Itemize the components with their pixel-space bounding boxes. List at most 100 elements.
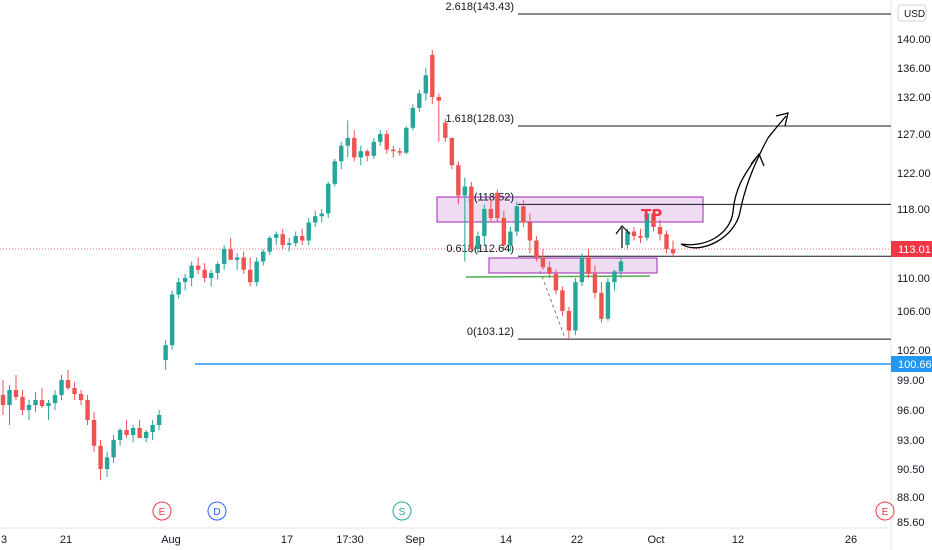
candle-body (143, 432, 149, 438)
fib-level-label: 0.618(112.64) (446, 243, 514, 255)
event-marker-label: E (882, 507, 889, 518)
fibonacci-extension[interactable]: 2.618(143.43) 1.618(128.03) 1(118.52) 0.618… (446, 1, 892, 340)
candles (0, 49, 676, 481)
price-tick-label: 106.00 (897, 306, 931, 318)
price-tick-label: 90.50 (897, 464, 925, 476)
candle-body (150, 425, 155, 432)
price-axis[interactable] (891, 0, 932, 550)
small-up-arrow (615, 225, 631, 248)
tp-label: TP (641, 206, 662, 224)
candle-body (358, 151, 363, 158)
candle-body (345, 137, 350, 146)
candle-body (247, 269, 253, 283)
candle-body (20, 397, 25, 410)
candle-body (670, 249, 676, 254)
candle-body (72, 388, 77, 394)
candle-body (182, 278, 188, 283)
fib-level-label: 1.618(128.03) (446, 113, 515, 125)
candle-body (0, 395, 6, 405)
candle-body (59, 380, 64, 395)
price-tick-label: 118.00 (897, 204, 930, 216)
candle-body (85, 400, 90, 420)
candle-body (560, 290, 565, 311)
candle-body (39, 400, 45, 406)
candle-body (52, 395, 58, 403)
candle-body (456, 165, 461, 196)
resistance-zone[interactable] (436, 196, 704, 223)
price-tick-label: 85.60 (897, 517, 925, 529)
time-tick-label: Oct (647, 534, 664, 546)
candle-body (618, 261, 624, 272)
candle-body (176, 282, 181, 295)
event-marker[interactable] (392, 501, 412, 521)
candle-body (241, 257, 246, 270)
currency-label: USD (904, 9, 925, 20)
event-marker[interactable] (207, 501, 227, 521)
candle-body (443, 122, 448, 138)
time-tick-label: Sep (405, 534, 425, 546)
level-price-text: 100.66 (898, 359, 932, 371)
projection-arrow[interactable] (680, 115, 787, 249)
candle-body (462, 186, 468, 196)
candle-body (664, 234, 669, 250)
candle-body (169, 294, 175, 346)
candle-body (397, 151, 402, 153)
candle-body (495, 192, 500, 218)
candle-body (293, 236, 298, 244)
candle-body (156, 415, 162, 425)
time-axis-ticks: 3 21 Aug 17 17:30 Sep 14 22 Oct 12 26 (1, 534, 857, 546)
fib-level-label: 0(103.12) (467, 326, 514, 338)
candle-body (371, 141, 376, 156)
candle-body (137, 428, 142, 438)
event-marker[interactable] (875, 501, 895, 521)
candle-body (104, 457, 110, 469)
candle-body (124, 430, 129, 435)
candle-body (46, 403, 51, 406)
time-tick-label: 26 (845, 534, 857, 546)
last-price-text: 113.01 (898, 244, 931, 256)
candle-body (260, 251, 266, 262)
price-tick-label: 127.00 (897, 129, 931, 141)
price-tick-label: 136.00 (897, 63, 931, 75)
candle-body (488, 209, 494, 218)
candle-body (130, 428, 136, 435)
price-tick-label: 99.00 (897, 375, 925, 387)
candle-body (234, 257, 240, 260)
event-marker-label: S (399, 507, 406, 518)
time-tick-label: 12 (732, 534, 744, 546)
candle-body (202, 269, 207, 278)
candle-body (657, 227, 663, 235)
candle-body (111, 440, 116, 458)
candle-body (592, 273, 598, 293)
candle-body (274, 234, 279, 238)
candle-body (605, 282, 611, 319)
candle-body (436, 97, 442, 101)
support-zone[interactable] (488, 257, 658, 274)
event-marker-label: D (213, 507, 220, 518)
level-price-badge (891, 356, 932, 372)
candle-body (514, 206, 520, 232)
candle-body (391, 149, 396, 152)
candle-body (638, 236, 643, 238)
candle-body (527, 222, 533, 241)
candle-body (117, 430, 123, 440)
candle-body (417, 93, 422, 108)
currency-button[interactable] (897, 4, 927, 22)
candle-body (573, 282, 578, 331)
price-tick-label: 88.00 (897, 492, 925, 504)
candle-body (547, 267, 552, 274)
candle-body (534, 240, 539, 258)
projection-arrowhead (750, 112, 789, 167)
candle-body (287, 243, 292, 245)
candle-body (553, 273, 559, 291)
candle-body (13, 390, 19, 397)
candle-body (449, 137, 455, 166)
time-tick-label: 14 (500, 534, 512, 546)
event-marker[interactable] (152, 501, 172, 521)
candle-body (475, 236, 481, 250)
price-tick-label: 122.00 (897, 168, 931, 180)
candle-body (65, 380, 71, 388)
last-price-badge (891, 241, 932, 257)
candle-body (163, 345, 168, 360)
